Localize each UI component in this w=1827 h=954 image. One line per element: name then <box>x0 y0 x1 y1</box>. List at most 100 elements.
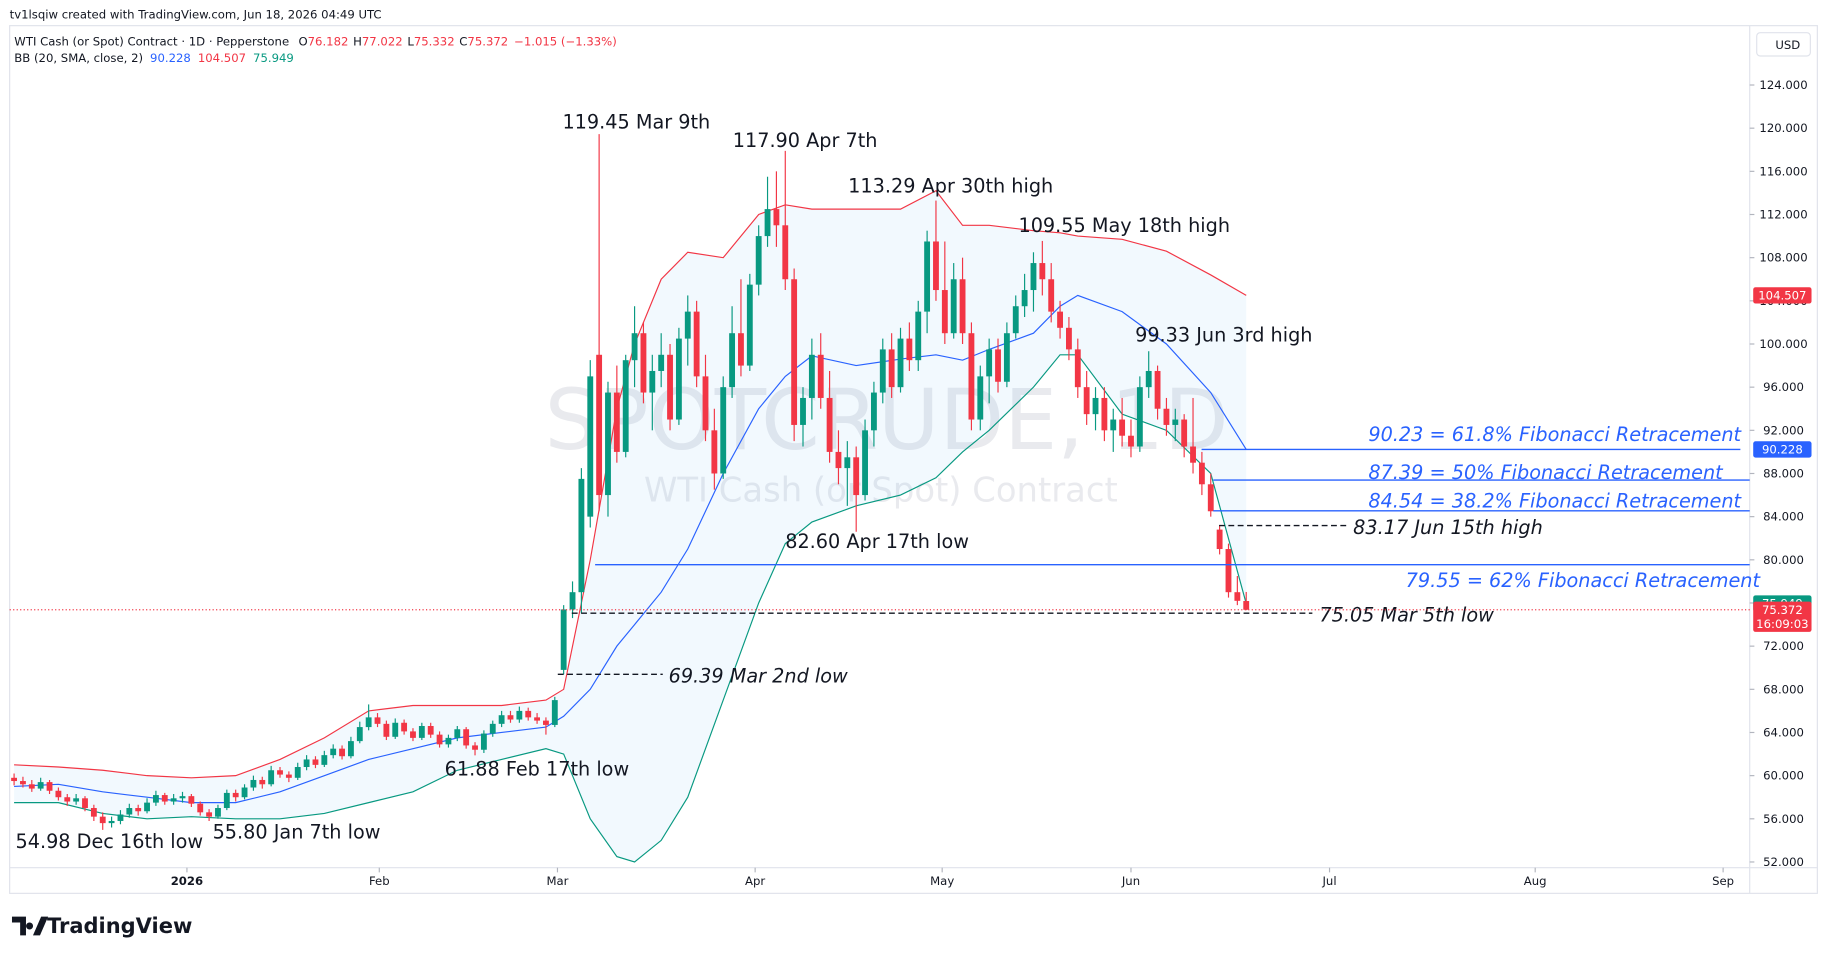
candle-body <box>1030 263 1037 291</box>
candle-body <box>773 209 780 226</box>
candle-body <box>738 333 744 366</box>
candle-body <box>525 710 532 718</box>
candle-body <box>613 392 620 452</box>
candle-body <box>853 457 860 496</box>
candle-body <box>879 349 886 393</box>
ohlc-label: H <box>353 34 362 48</box>
candle-body <box>986 349 993 377</box>
ohlc-value: 75.332 <box>414 34 455 48</box>
candle-body <box>596 354 603 496</box>
annotation: 109.55 May 18th high <box>1018 214 1230 237</box>
candle-body <box>1163 408 1170 425</box>
candle-body <box>693 311 700 377</box>
price-tag <box>1753 441 1812 458</box>
candle-body <box>374 717 381 724</box>
candle-body <box>1225 549 1232 593</box>
y-tick-label: 80.000 <box>1763 553 1804 567</box>
candle-body <box>897 338 904 388</box>
x-tick-label: Sep <box>1712 874 1734 888</box>
level-label: 90.23 = 61.8% Fibonacci Retracement <box>1368 423 1742 446</box>
candle-body <box>99 816 106 824</box>
candle-body <box>817 354 824 398</box>
annotation: 117.90 Apr 7th <box>733 129 878 152</box>
x-tick-label: Jun <box>1121 874 1140 888</box>
x-tick-label: Jul <box>1322 874 1337 888</box>
candle-body <box>347 741 354 757</box>
y-tick-label: 60.000 <box>1763 769 1804 783</box>
bollinger-line <box>14 294 1247 804</box>
candle-body <box>1110 419 1117 431</box>
x-tick-label: 2026 <box>171 874 203 888</box>
candle-body <box>46 782 53 791</box>
candle-body <box>339 748 345 757</box>
y-tick-label: 72.000 <box>1763 639 1804 653</box>
candle-body <box>285 774 292 778</box>
chart-frame <box>9 25 1818 894</box>
candle-body <box>915 311 922 361</box>
candle-body <box>126 808 133 815</box>
brand-logo <box>11 916 49 936</box>
candle-body <box>808 354 815 398</box>
candle-body <box>1066 327 1072 350</box>
candle-body <box>995 349 1001 382</box>
candle-body <box>268 770 275 785</box>
brand: TradingView <box>11 914 192 938</box>
candle-body <box>658 354 665 371</box>
annotation: 113.29 Apr 30th high <box>848 174 1053 197</box>
candle-body <box>1012 306 1019 334</box>
candle-body <box>684 311 691 339</box>
candle-body <box>791 279 798 425</box>
candle-body <box>977 376 984 420</box>
candle-body <box>729 333 736 388</box>
y-tick-label: 120.000 <box>1759 121 1807 135</box>
candle-body <box>445 737 452 745</box>
candle-body <box>711 430 718 474</box>
candle-body <box>197 803 204 813</box>
y-tick-label: 92.000 <box>1763 423 1804 437</box>
candle-body <box>37 782 44 789</box>
candle-body <box>844 457 851 469</box>
currency[interactable]: USD <box>1775 38 1800 52</box>
x-tick-label: Aug <box>1524 874 1547 888</box>
candle-body <box>489 723 496 734</box>
candle-body <box>543 720 549 725</box>
candle-body <box>888 349 895 388</box>
currency-box[interactable] <box>1756 32 1811 57</box>
candle-body <box>941 290 948 334</box>
y-tick-label: 52.000 <box>1763 855 1804 869</box>
candle-body <box>303 759 310 768</box>
candle-body <box>392 722 399 737</box>
plot <box>11 134 1250 863</box>
candle-body <box>1003 333 1010 382</box>
candle-body <box>702 376 709 431</box>
candle-body <box>330 748 337 756</box>
indicator-value: 75.949 <box>253 51 294 65</box>
y-tick-label: 64.000 <box>1763 726 1804 740</box>
candle-body <box>675 338 682 420</box>
indicator-legend: BB (20, SMA, close, 2) 90.228 104.507 75.94… <box>14 51 294 65</box>
candle-body <box>605 392 611 496</box>
candle-body <box>755 236 762 285</box>
currency-button[interactable]: USD <box>1756 32 1811 57</box>
x-tick-label: May <box>930 874 954 888</box>
candle-body <box>1172 419 1179 425</box>
ohlc-value: 77.022 <box>362 34 403 48</box>
level-label: 75.05 Mar 5th low <box>1319 603 1494 626</box>
candle-body <box>1057 311 1063 328</box>
ohlc-value: 76.182 <box>308 34 349 48</box>
candle-body <box>20 781 26 785</box>
candle-body <box>667 354 673 420</box>
candle-body <box>418 726 425 738</box>
candle-body <box>560 609 567 670</box>
candle-body <box>241 787 248 798</box>
price-tag-label: 90.228 <box>1762 443 1803 457</box>
candle-body <box>631 333 638 361</box>
candle-body <box>259 779 266 785</box>
ohlc-label: C <box>459 34 467 48</box>
annotation: 55.80 Jan 7th low <box>213 821 381 844</box>
y-tick-label: 116.000 <box>1759 164 1807 178</box>
candle-body <box>569 592 576 610</box>
y-tick-label: 56.000 <box>1763 812 1804 826</box>
y-tick-label: 108.000 <box>1759 251 1807 265</box>
